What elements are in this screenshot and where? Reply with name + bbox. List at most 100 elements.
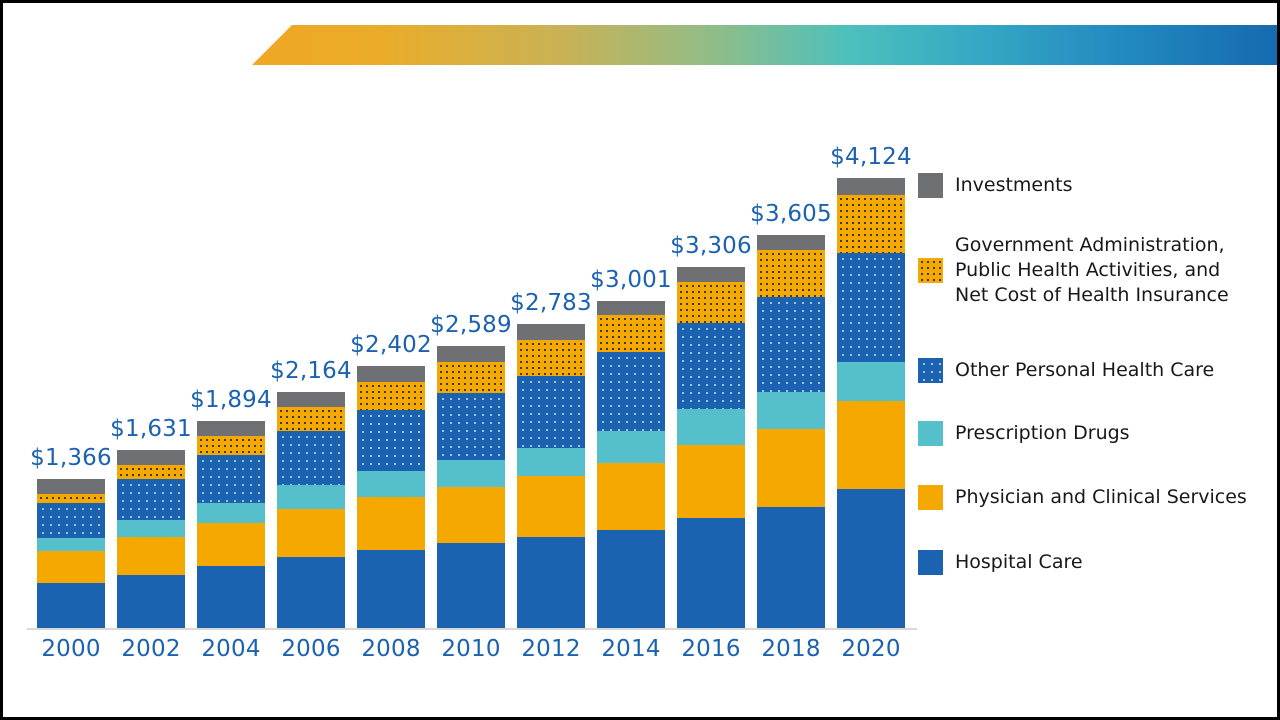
bar-segment-investments[interactable] [677, 267, 745, 283]
bar-segment-drugs[interactable] [37, 537, 105, 551]
bar-segment-other[interactable] [197, 454, 265, 503]
x-axis-tick-label: 2000 [41, 636, 101, 662]
legend-item-hospital[interactable]: Hospital Care [918, 550, 1083, 575]
bar-segment-govt[interactable] [357, 381, 425, 411]
legend-swatch-other-icon [918, 358, 943, 383]
bar-segment-govt[interactable] [757, 249, 825, 297]
bar-total-label: $2,164 [270, 357, 352, 384]
bar-segment-other[interactable] [277, 430, 345, 486]
bar-segment-other[interactable] [597, 352, 665, 431]
bar-segment-physician[interactable] [197, 522, 265, 566]
bar-segment-physician[interactable] [277, 508, 345, 557]
bar-segment-investments[interactable] [37, 479, 105, 495]
x-axis-tick-label: 2014 [601, 636, 661, 662]
bar-segment-physician[interactable] [437, 487, 505, 544]
bar-segment-hospital[interactable] [437, 543, 505, 628]
bar-segment-govt[interactable] [437, 361, 505, 394]
x-axis-tick-label: 2012 [521, 636, 581, 662]
bar-segment-drugs[interactable] [197, 502, 265, 523]
bar-stack[interactable] [37, 479, 105, 628]
bar-segment-drugs[interactable] [437, 459, 505, 488]
legend-item-investments[interactable]: Investments [918, 173, 1073, 198]
bar-segment-physician[interactable] [517, 476, 585, 538]
bar-segment-hospital[interactable] [597, 530, 665, 628]
bar-segment-drugs[interactable] [117, 520, 185, 538]
legend-label: Hospital Care [955, 551, 1083, 573]
bar-segment-other[interactable] [757, 296, 825, 392]
bar-segment-drugs[interactable] [677, 409, 745, 446]
bar-segment-investments[interactable] [197, 421, 265, 436]
legend-label: Investments [955, 174, 1073, 196]
bar-segment-investments[interactable] [837, 178, 905, 195]
bar-segment-drugs[interactable] [277, 485, 345, 509]
bar-stack[interactable] [437, 345, 505, 628]
bar-segment-drugs[interactable] [757, 391, 825, 429]
bar-segment-govt[interactable] [117, 464, 185, 479]
bar-segment-hospital[interactable] [277, 556, 345, 628]
bar-stack[interactable] [837, 178, 905, 628]
bar-segment-investments[interactable] [277, 391, 345, 407]
bar-segment-drugs[interactable] [357, 471, 425, 497]
bar-total-label: $3,001 [590, 266, 672, 293]
bar-stack[interactable] [357, 366, 425, 628]
bar-segment-hospital[interactable] [357, 549, 425, 628]
bar-segment-physician[interactable] [357, 497, 425, 550]
bar-segment-other[interactable] [677, 323, 745, 410]
bar-segment-drugs[interactable] [517, 448, 585, 477]
bar-segment-other[interactable] [37, 503, 105, 538]
bar-segment-other[interactable] [117, 478, 185, 521]
bar-stack[interactable] [197, 421, 265, 628]
legend-swatch-physician-icon [918, 485, 943, 510]
bar-segment-hospital[interactable] [757, 507, 825, 628]
bar-segment-physician[interactable] [117, 537, 185, 575]
bar-segment-govt[interactable] [837, 194, 905, 253]
bar-segment-hospital[interactable] [677, 518, 745, 628]
bar-total-label: $2,589 [430, 311, 512, 338]
bar-segment-investments[interactable] [757, 234, 825, 250]
bar-stack[interactable] [517, 324, 585, 628]
bar-segment-other[interactable] [437, 393, 505, 460]
bar-segment-hospital[interactable] [197, 565, 265, 628]
bar-segment-investments[interactable] [117, 450, 185, 465]
bar-stack[interactable] [677, 267, 745, 628]
bar-segment-drugs[interactable] [597, 430, 665, 464]
bar-segment-govt[interactable] [197, 435, 265, 455]
bar-segment-hospital[interactable] [837, 489, 905, 628]
bar-segment-physician[interactable] [837, 401, 905, 490]
bar-segment-investments[interactable] [517, 324, 585, 340]
bar-segment-govt[interactable] [677, 282, 745, 324]
bar-segment-hospital[interactable] [37, 582, 105, 628]
legend-item-govt[interactable]: Government Administration, Public Health… [918, 233, 1229, 308]
bar-segment-physician[interactable] [37, 551, 105, 583]
bar-group: $2,164 2006 [270, 358, 351, 662]
legend-label: Physician and Clinical Services [955, 486, 1247, 508]
legend-item-other[interactable]: Other Personal Health Care [918, 358, 1214, 383]
bar-group: $1,894 2004 [190, 387, 271, 662]
bar-segment-hospital[interactable] [117, 574, 185, 628]
legend-item-physician[interactable]: Physician and Clinical Services [918, 485, 1247, 510]
x-axis-line [27, 628, 917, 630]
bar-segment-physician[interactable] [597, 463, 665, 531]
bar-segment-physician[interactable] [677, 445, 745, 519]
bar-total-label: $1,894 [190, 387, 272, 414]
bar-segment-investments[interactable] [597, 300, 665, 315]
bar-stack[interactable] [277, 391, 345, 628]
bar-segment-govt[interactable] [277, 406, 345, 431]
bar-total-label: $4,124 [830, 144, 912, 171]
bar-segment-other[interactable] [357, 410, 425, 472]
legend-item-drugs[interactable]: Prescription Drugs [918, 421, 1130, 446]
bar-segment-govt[interactable] [517, 339, 585, 376]
bar-segment-hospital[interactable] [517, 537, 585, 628]
bar-segment-govt[interactable] [597, 314, 665, 353]
bar-stack[interactable] [757, 234, 825, 628]
bar-stack[interactable] [117, 450, 185, 628]
bar-segment-govt[interactable] [37, 494, 105, 504]
bar-segment-investments[interactable] [437, 345, 505, 362]
bar-segment-other[interactable] [517, 375, 585, 449]
bar-segment-investments[interactable] [357, 366, 425, 382]
bar-segment-other[interactable] [837, 252, 905, 362]
bar-stack[interactable] [597, 300, 665, 628]
x-axis-tick-label: 2010 [441, 636, 501, 662]
bar-segment-drugs[interactable] [837, 361, 905, 402]
bar-segment-physician[interactable] [757, 428, 825, 508]
